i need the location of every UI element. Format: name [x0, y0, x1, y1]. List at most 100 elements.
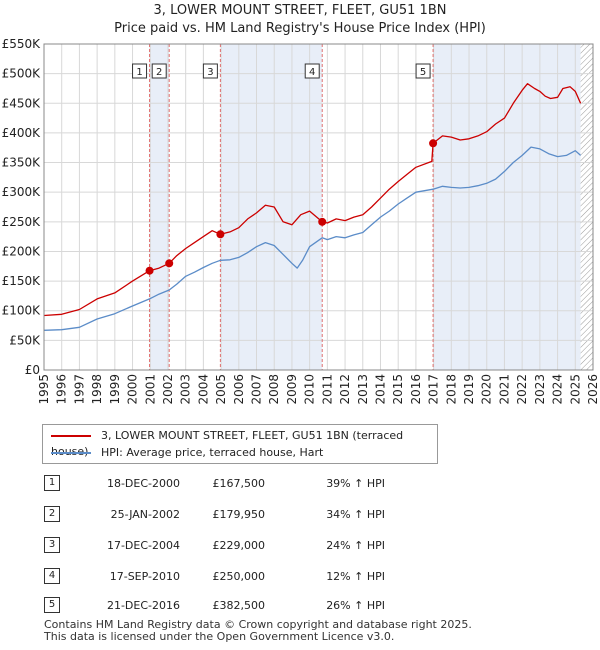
x-tick-label: 2003 [179, 374, 193, 405]
sale-point [165, 259, 174, 268]
sale-label-box [151, 63, 167, 79]
x-tick-label: 2024 [551, 374, 565, 405]
sale-label: 1 [136, 67, 142, 78]
row-number: 1 [44, 475, 60, 491]
x-tick-label: 1999 [108, 374, 122, 405]
price-chart: 1 2 3 4 5 £0 £50K £100K £150K £200K £250K £300K £35… [2, 37, 600, 405]
sale-label: 3 [207, 67, 213, 78]
x-tick-label: 2020 [480, 374, 494, 405]
y-tick-label: £450K [2, 96, 42, 110]
x-tick-label: 2022 [515, 374, 529, 405]
sale-label-box [202, 63, 218, 79]
x-tick-label: 2001 [143, 374, 157, 405]
x-tick-label: 2002 [161, 374, 175, 405]
table-row: 2 25-JAN-2002 £179,950 34% ↑ HPI [0, 504, 600, 524]
table-row: 5 21-DEC-2016 £382,500 26% ↑ HPI [0, 595, 600, 615]
sale-label-box [415, 63, 431, 79]
x-tick-label: 2021 [497, 374, 511, 405]
x-tick-label: 2008 [267, 374, 281, 405]
sale-point [318, 217, 327, 226]
x-tick-label: 2017 [427, 374, 441, 405]
row-date: 17-DEC-2004 [106, 539, 180, 552]
legend-entry-hpi: HPI: Average price, terraced house, Hart [51, 445, 323, 461]
row-hpi: 39% ↑ HPI [326, 477, 385, 490]
table-row: 3 17-DEC-2004 £229,000 24% ↑ HPI [0, 535, 600, 555]
y-tick-label: £100K [2, 304, 42, 318]
row-price: £179,950 [212, 508, 266, 521]
footer-license: This data is licensed under the Open Gov… [44, 630, 395, 643]
legend-label-price: 3, LOWER MOUNT STREET, FLEET, GU51 1BN (… [51, 429, 404, 458]
sale-point [429, 139, 438, 148]
x-tick-label: 2004 [196, 374, 210, 405]
x-tick-label: 2005 [214, 374, 228, 405]
x-tick-label: 2014 [373, 374, 387, 405]
y-tick-label: £550K [2, 37, 42, 51]
y-tick-label: £250K [2, 215, 42, 229]
legend-line-price [51, 435, 91, 437]
row-price: £229,000 [212, 539, 266, 552]
row-date: 21-DEC-2016 [106, 599, 180, 612]
y-tick-label: £350K [2, 156, 42, 170]
x-tick-label: 2026 [586, 374, 600, 405]
hpi-line [43, 146, 582, 331]
x-tick-label: 2013 [356, 374, 370, 405]
x-tick-label: 2007 [250, 374, 264, 405]
price-paid-line [43, 83, 582, 317]
legend-entry-price: 3, LOWER MOUNT STREET, FLEET, GU51 1BN (… [51, 428, 437, 458]
sale-label: 5 [420, 67, 426, 78]
x-tick-label: 2000 [126, 374, 140, 405]
row-price: £167,500 [212, 477, 266, 490]
y-tick-label: £0 [25, 363, 40, 377]
y-tick-label: £50K [9, 333, 41, 347]
forecast-hatch [580, 44, 593, 370]
legend-label-hpi: HPI: Average price, terraced house, Hart [101, 446, 324, 459]
y-tick-label: £150K [2, 274, 42, 288]
x-tick-label: 2019 [462, 374, 476, 405]
x-tick-label: 2009 [285, 374, 299, 405]
x-tick-label: 1997 [72, 374, 86, 405]
chart-title: 3, LOWER MOUNT STREET, FLEET, GU51 1BN [153, 3, 447, 18]
x-tick-label: 2016 [409, 374, 423, 405]
plot-frame [43, 43, 594, 371]
chart-subtitle: Price paid vs. HM Land Registry's House … [114, 21, 486, 36]
x-tick-label: 2023 [533, 374, 547, 405]
row-date: 25-JAN-2002 [110, 508, 180, 521]
table-row: 1 18-DEC-2000 £167,500 39% ↑ HPI [0, 473, 600, 493]
y-tick-label: £300K [2, 185, 42, 199]
shaded-period [149, 44, 170, 370]
y-tick-label: £500K [2, 67, 42, 81]
sale-label-box [132, 63, 148, 79]
y-tick-label: £400K [2, 126, 42, 140]
x-tick-label: 1998 [90, 374, 104, 405]
x-tick-label: 2010 [303, 374, 317, 405]
row-price: £250,000 [212, 570, 266, 583]
x-tick-label: 2006 [232, 374, 246, 405]
row-number: 3 [44, 537, 60, 553]
x-tick-label: 1995 [37, 374, 51, 405]
x-tick-label: 2018 [444, 374, 458, 405]
row-price: £382,500 [212, 599, 266, 612]
row-number: 2 [44, 506, 60, 522]
row-number: 4 [44, 568, 60, 584]
legend-line-hpi [51, 452, 91, 454]
row-date: 18-DEC-2000 [106, 477, 180, 490]
shaded-period [433, 44, 581, 370]
footer-note: Contains HM Land Registry data © Crown c… [44, 619, 472, 643]
sale-label: 4 [309, 67, 315, 78]
sale-label: 2 [156, 67, 162, 78]
x-tick-label: 2025 [568, 374, 582, 405]
sale-point [145, 266, 154, 275]
row-hpi: 26% ↑ HPI [326, 599, 385, 612]
row-hpi: 12% ↑ HPI [326, 570, 385, 583]
table-row: 4 17-SEP-2010 £250,000 12% ↑ HPI [0, 566, 600, 586]
x-tick-label: 2011 [320, 374, 334, 405]
row-hpi: 24% ↑ HPI [326, 539, 385, 552]
footer-copyright: Contains HM Land Registry data © Crown c… [44, 618, 472, 631]
chart-legend: 3, LOWER MOUNT STREET, FLEET, GU51 1BN (… [42, 424, 438, 464]
x-tick-label: 2015 [391, 374, 405, 405]
row-number: 5 [44, 597, 60, 613]
y-tick-label: £200K [2, 244, 42, 258]
sale-label-box [304, 63, 320, 79]
row-hpi: 34% ↑ HPI [326, 508, 385, 521]
sale-point [216, 230, 225, 239]
